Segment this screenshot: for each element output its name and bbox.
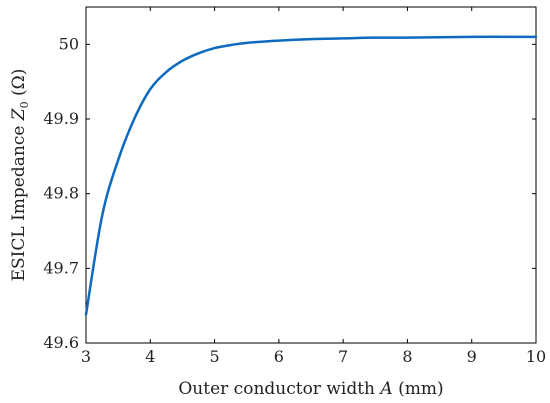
x-tick-label: 10 (526, 347, 546, 366)
y-tick-label: 49.8 (43, 184, 79, 203)
x-tick-label: 5 (209, 347, 219, 366)
y-axis-ticks: 49.6 49.7 49.8 49.9 50 (43, 34, 536, 352)
x-tick-label: 8 (402, 347, 412, 366)
plot-frame (85, 6, 537, 344)
x-tick-label: 9 (467, 347, 477, 366)
x-tick-label: 7 (338, 347, 348, 366)
x-tick-label: 4 (145, 347, 155, 366)
x-tick-label: 6 (274, 347, 284, 366)
y-tick-label: 49.9 (43, 109, 79, 128)
impedance-curve (84, 35, 538, 316)
x-tick-label: 3 (81, 347, 91, 366)
y-tick-label: 50 (59, 34, 79, 53)
y-tick-label: 49.7 (43, 258, 79, 277)
x-axis-label: Outer conductor width A (mm) (178, 379, 443, 399)
y-axis-label: ESICL Impedance Z0 (Ω) (9, 69, 31, 282)
series-layer (84, 35, 538, 316)
x-axis-ticks: 3 4 5 6 7 8 9 10 (81, 7, 546, 366)
y-tick-label: 49.6 (43, 333, 79, 352)
